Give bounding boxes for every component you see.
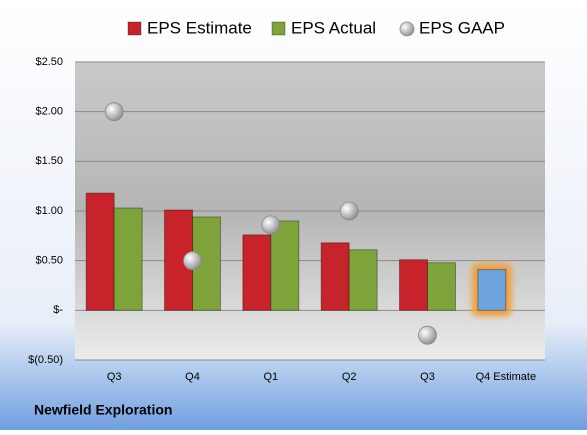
legend-marker [399, 21, 415, 37]
x-tick-label: Q1 [263, 371, 278, 383]
gaap-dot [183, 251, 202, 271]
legend-label: EPS Actual [291, 18, 376, 37]
bar [427, 262, 456, 311]
legend-label: EPS GAAP [419, 18, 505, 37]
gaap-dot [104, 102, 124, 122]
x-tick-label: Q3 [107, 371, 122, 383]
bar [242, 234, 272, 311]
y-tick-label: $- [53, 304, 63, 316]
bar [113, 207, 143, 311]
y-tick-label: $1.50 [35, 155, 63, 167]
x-tick-label: Q3 [420, 371, 435, 383]
y-tick-label: $1.00 [35, 205, 63, 217]
x-tick-label: Q2 [342, 371, 357, 383]
footer: Newfield Exploration [34, 402, 172, 418]
legend-marker [127, 21, 142, 36]
gaap-dot [261, 215, 281, 235]
bar [320, 242, 350, 311]
bar [477, 269, 507, 311]
bar [348, 249, 378, 311]
x-tick-label: Q4 [185, 371, 200, 383]
bar [85, 192, 115, 311]
x-tick-label: Q4 Estimate [476, 371, 537, 383]
gaap-dot [418, 325, 437, 345]
bar [399, 259, 428, 311]
legend-label: EPS Estimate [147, 18, 252, 37]
y-tick-label: $0.50 [35, 255, 63, 267]
y-tick-label: $2.50 [35, 56, 63, 68]
y-tick-label: $(0.50) [28, 354, 63, 366]
bar [270, 220, 300, 311]
legend-marker [271, 21, 286, 36]
y-tick-label: $2.00 [35, 106, 63, 118]
gaap-dot [339, 201, 359, 221]
